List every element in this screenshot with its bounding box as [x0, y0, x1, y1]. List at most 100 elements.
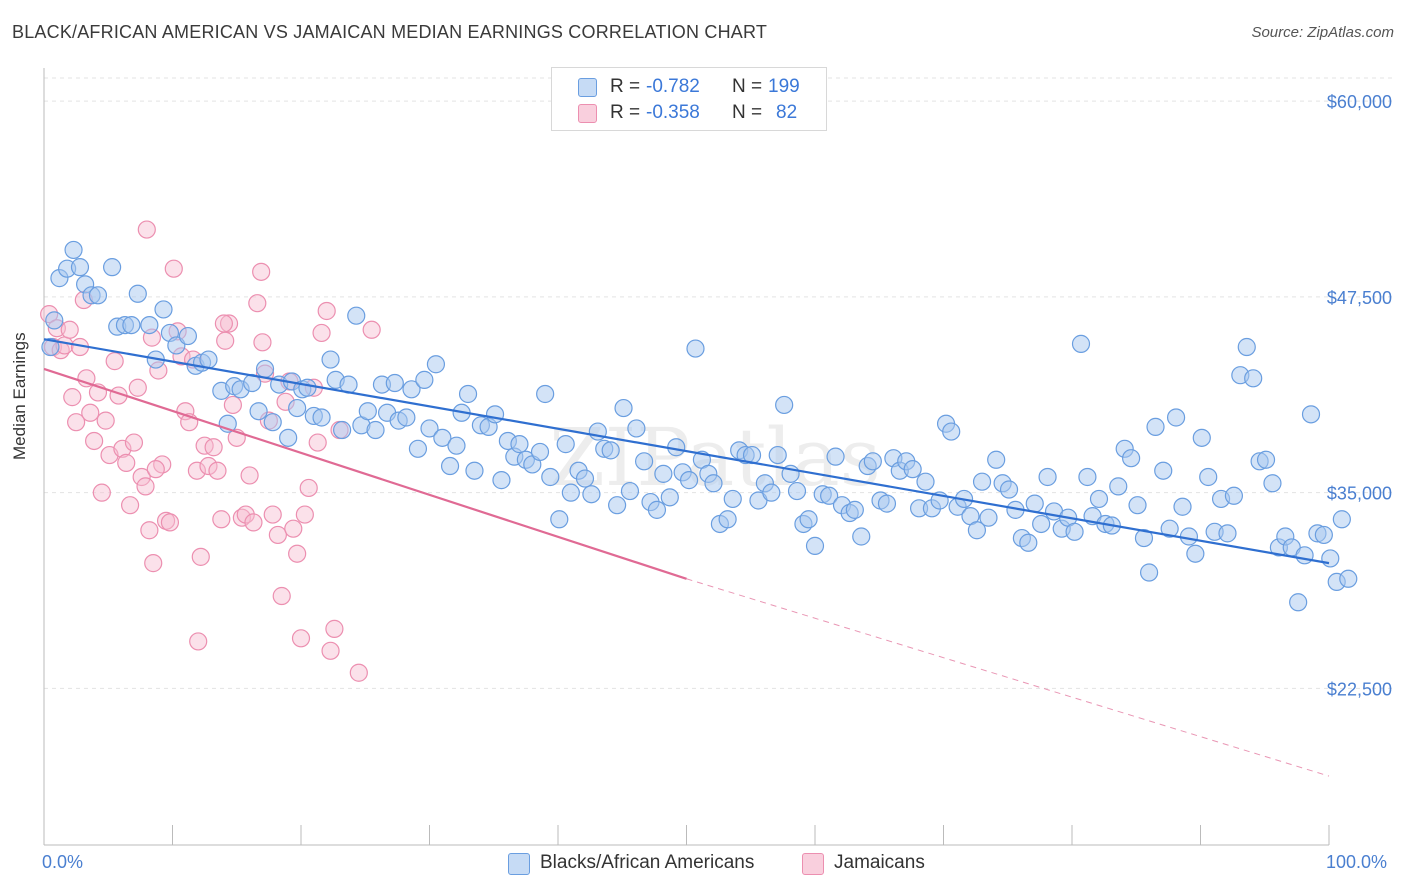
black-african-american-point — [686, 339, 705, 358]
black-african-american-point — [1032, 514, 1051, 534]
black-african-american-point — [718, 510, 737, 529]
black-african-american-point — [255, 359, 275, 379]
black-african-american-point — [1160, 519, 1179, 538]
black-african-american-point — [440, 456, 460, 476]
correlation-legend: R = -0.782 N = 199 R = -0.358 N = 82 — [551, 67, 827, 131]
black-african-american-point — [704, 474, 723, 493]
black-african-american-point — [826, 447, 845, 466]
black-african-american-point — [1199, 467, 1218, 487]
x-axis-min-label: 0.0% — [42, 852, 84, 872]
black-african-american-point — [916, 472, 935, 491]
jamaican-point — [160, 513, 180, 532]
black-african-american-point — [492, 471, 511, 490]
jamaican-point — [81, 403, 100, 422]
black-african-american-point — [863, 452, 882, 471]
jamaican-point — [244, 513, 263, 532]
black-african-american-point — [1154, 461, 1173, 480]
jamaican-point — [137, 220, 156, 239]
jamaican-point — [272, 586, 291, 606]
jamaican-point — [140, 521, 159, 540]
black-african-american-point — [987, 450, 1006, 469]
black-african-american-point — [249, 402, 268, 421]
y-tick-label: $60,000 — [1327, 92, 1392, 112]
black-african-american-point — [385, 373, 404, 393]
jamaican-point — [117, 453, 136, 472]
black-african-american-point — [601, 441, 620, 460]
black-african-american-point — [1065, 522, 1084, 541]
jamaican-point — [216, 331, 235, 350]
black-african-american-point — [402, 380, 421, 399]
black-african-american-point — [1192, 428, 1211, 447]
pink-trend-extension — [686, 578, 1330, 777]
jamaican-point — [284, 519, 303, 538]
jamaican-point — [96, 411, 115, 430]
jamaican-point — [204, 438, 223, 457]
jamaican-point — [92, 483, 111, 502]
black-african-american-point — [787, 481, 807, 501]
black-african-american-point — [347, 306, 366, 325]
black-african-american-point — [561, 483, 580, 502]
black-african-american-point — [263, 413, 282, 432]
black-african-american-point — [415, 370, 434, 389]
jamaican-point — [195, 436, 214, 455]
chart-title: BLACK/AFRICAN AMERICAN VS JAMAICAN MEDIA… — [12, 22, 768, 42]
black-african-american-point — [45, 311, 64, 330]
black-african-american-point — [660, 488, 679, 507]
r-value: -0.358 — [646, 102, 700, 123]
jamaican-point — [132, 467, 151, 487]
black-african-american-point — [1134, 528, 1154, 548]
y-tick-label: $35,000 — [1327, 484, 1392, 504]
jamaican-point — [85, 431, 104, 451]
black-african-american-point — [582, 485, 601, 504]
jamaican-point — [236, 505, 255, 524]
jamaican-point — [321, 641, 340, 660]
jamaican-point — [189, 632, 208, 651]
blue-trend-line — [43, 338, 1330, 565]
black-african-american-point — [979, 508, 998, 527]
black-african-american-point — [41, 337, 60, 357]
black-african-american-point — [1173, 497, 1192, 516]
pink-swatch-icon — [578, 104, 597, 123]
jamaican-point — [252, 262, 271, 281]
jamaican-point — [191, 547, 210, 566]
black-african-american-point — [805, 536, 825, 555]
black-african-american-point — [1071, 334, 1091, 353]
black-african-american-point — [679, 471, 699, 490]
black-african-american-point — [1321, 549, 1340, 568]
black-african-american-point — [620, 481, 640, 501]
black-african-american-point — [279, 428, 298, 447]
jamaican-point — [208, 461, 227, 480]
black-african-american-point — [1256, 450, 1276, 469]
jamaican-point — [362, 320, 381, 339]
black-african-american-point — [556, 435, 575, 454]
jamaican-point — [263, 505, 282, 524]
black-african-american-point — [1179, 527, 1199, 546]
black-african-american-point — [485, 405, 505, 424]
x-axis-max-label: 100.0% — [1326, 852, 1388, 872]
black-african-american-point — [420, 419, 439, 438]
black-african-american-point — [397, 408, 416, 427]
black-african-american-point — [122, 315, 141, 335]
black-african-american-point — [634, 452, 654, 471]
black-african-american-point — [1146, 417, 1165, 436]
black-african-american-point — [608, 496, 627, 515]
black-african-american-point — [723, 489, 742, 509]
black-african-american-point — [654, 464, 673, 483]
jamaican-point — [248, 294, 267, 313]
jamaican-point — [63, 388, 82, 407]
black-african-american-point — [820, 486, 839, 505]
pink-swatch-icon — [802, 853, 824, 875]
black-african-american-point — [140, 315, 159, 335]
black-african-american-point — [447, 436, 466, 455]
black-african-american-point — [550, 510, 569, 529]
jamaican-point — [77, 369, 96, 388]
jamaican-point — [299, 478, 318, 498]
jamaican-point — [240, 466, 259, 485]
black-african-american-point — [1237, 337, 1256, 357]
jamaican-point — [120, 496, 140, 515]
r-value: -0.782 — [646, 76, 700, 97]
jamaican-point — [146, 460, 165, 479]
black-african-american-point — [358, 402, 377, 421]
black-african-american-point — [647, 500, 667, 519]
